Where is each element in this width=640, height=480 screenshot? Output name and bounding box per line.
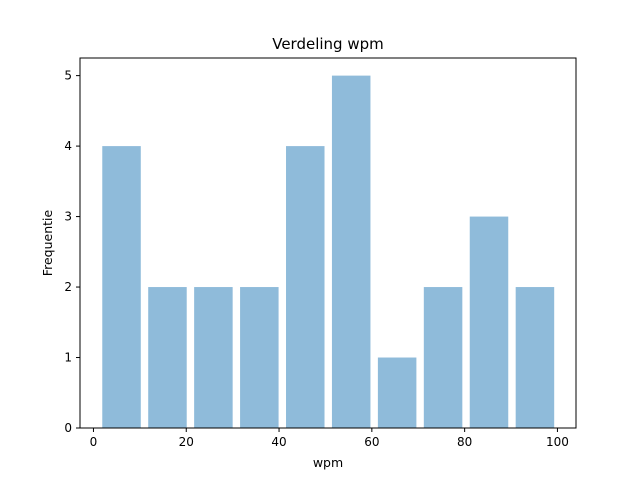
y-tick-label: 3 xyxy=(64,210,72,224)
bars-group xyxy=(102,75,555,428)
bar-3 xyxy=(240,287,279,428)
y-tick-label: 5 xyxy=(64,69,72,83)
bar-1 xyxy=(148,287,187,428)
bar-2 xyxy=(194,287,233,428)
bar-9 xyxy=(515,287,555,428)
x-tick-label: 60 xyxy=(364,435,379,449)
x-axis-ticks: 0 20 40 60 80 100 xyxy=(90,428,569,449)
y-tick-label: 2 xyxy=(64,280,72,294)
bar-4 xyxy=(286,146,325,428)
x-tick-label: 80 xyxy=(457,435,472,449)
y-tick-label: 4 xyxy=(64,139,72,153)
y-tick-label: 0 xyxy=(64,421,72,435)
x-tick-label: 20 xyxy=(179,435,194,449)
y-axis-ticks: 0 1 2 3 4 5 xyxy=(64,69,80,435)
bar-7 xyxy=(423,287,463,428)
x-tick-label: 40 xyxy=(271,435,286,449)
x-axis-label: wpm xyxy=(313,455,343,470)
plot-frame xyxy=(79,57,577,429)
y-axis-label: Frequentie xyxy=(40,210,55,277)
bar-6 xyxy=(377,357,417,428)
y-tick-label: 1 xyxy=(64,351,72,365)
bar-0 xyxy=(102,146,141,428)
chart-title: Verdeling wpm xyxy=(272,35,384,53)
bar-8 xyxy=(469,216,509,428)
bar-5 xyxy=(331,75,371,428)
x-tick-label: 100 xyxy=(546,435,569,449)
x-tick-label: 0 xyxy=(90,435,98,449)
